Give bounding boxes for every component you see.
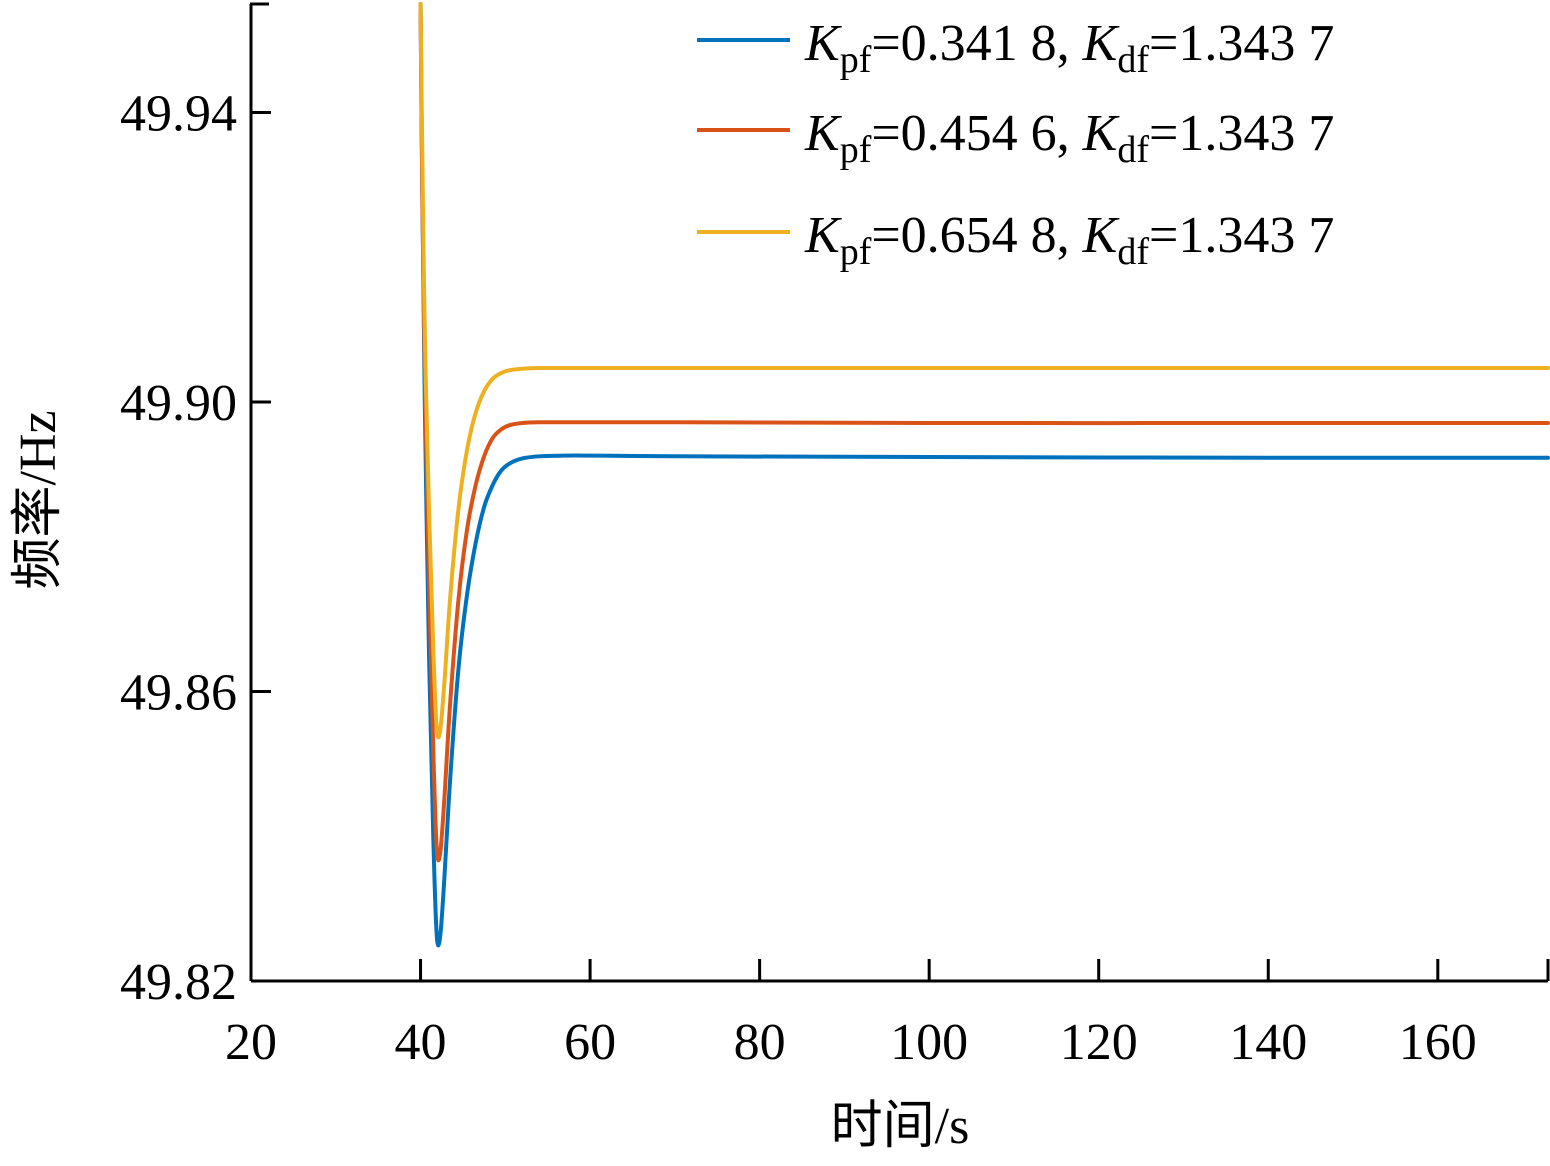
legend-label-1: Kpf=0.341 8, Kdf=1.343 7 [804,15,1334,81]
x-axis-label: 时间/s [831,1098,970,1155]
legend-label-2: Kpf=0.454 6, Kdf=1.343 7 [804,105,1334,171]
y-ticks: 49.82 49.86 49.90 49.94 [120,86,271,1011]
x-tick-label: 80 [734,1014,786,1071]
x-ticks: 20 40 60 80 100 120 140 160 [225,959,1550,1071]
y-tick-label: 49.90 [120,375,237,432]
x-tick-label: 20 [225,1014,277,1071]
legend-label-3: Kpf=0.654 8, Kdf=1.343 7 [804,207,1334,273]
x-tick-label: 60 [564,1014,616,1071]
x-tick-label: 140 [1229,1014,1307,1071]
y-axis-label: 频率/Hz [10,410,67,589]
x-tick-label: 160 [1399,1014,1477,1071]
x-tick-label: 120 [1060,1014,1138,1071]
series-line-2 [418,2,1550,863]
plot-lines [418,2,1550,948]
y-tick-label: 49.94 [120,86,237,143]
x-tick-label: 40 [395,1014,447,1071]
y-tick-label: 49.86 [120,665,237,722]
x-tick-label: 100 [890,1014,968,1071]
axes [249,2,1548,983]
legend: Kpf=0.341 8, Kdf=1.343 7 Kpf=0.454 6, Kdf… [697,15,1334,273]
y-tick-label: 49.82 [120,954,237,1011]
series-line-3 [418,2,1550,740]
